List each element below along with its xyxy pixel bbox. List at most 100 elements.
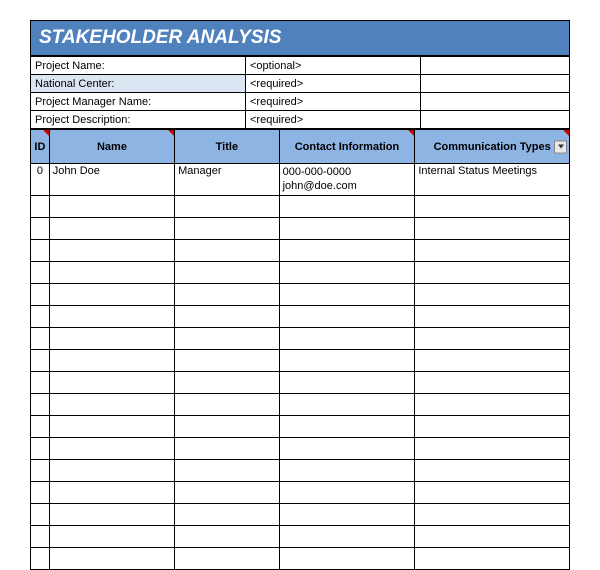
cell-empty[interactable] [415,371,570,393]
cell-empty[interactable] [31,239,50,261]
cell-empty[interactable] [279,261,415,283]
cell-name[interactable]: John Doe [49,164,174,196]
cell-empty[interactable] [415,239,570,261]
meta-value[interactable]: <required> [246,93,421,111]
cell-empty[interactable] [49,349,174,371]
cell-empty[interactable] [279,503,415,525]
cell-empty[interactable] [415,459,570,481]
column-header-comm[interactable]: Communication Types [415,130,570,164]
meta-extra[interactable] [421,93,570,111]
cell-empty[interactable] [49,481,174,503]
table-row[interactable] [31,415,570,437]
cell-empty[interactable] [49,459,174,481]
cell-empty[interactable] [279,327,415,349]
meta-value[interactable]: <required> [246,111,421,129]
cell-empty[interactable] [49,393,174,415]
table-row[interactable] [31,459,570,481]
cell-empty[interactable] [415,525,570,547]
cell-id[interactable]: 0 [31,164,50,196]
cell-empty[interactable] [31,393,50,415]
table-row[interactable] [31,305,570,327]
cell-empty[interactable] [31,217,50,239]
cell-empty[interactable] [279,371,415,393]
table-row[interactable] [31,327,570,349]
meta-value[interactable]: <optional> [246,57,421,75]
cell-empty[interactable] [175,305,279,327]
table-row[interactable] [31,371,570,393]
cell-empty[interactable] [175,217,279,239]
cell-empty[interactable] [415,481,570,503]
cell-empty[interactable] [279,283,415,305]
cell-empty[interactable] [279,437,415,459]
cell-empty[interactable] [415,327,570,349]
cell-empty[interactable] [415,393,570,415]
cell-empty[interactable] [279,547,415,569]
cell-empty[interactable] [279,459,415,481]
cell-empty[interactable] [415,217,570,239]
cell-empty[interactable] [175,437,279,459]
cell-empty[interactable] [415,503,570,525]
table-row[interactable] [31,547,570,569]
cell-empty[interactable] [31,503,50,525]
cell-empty[interactable] [175,261,279,283]
cell-empty[interactable] [49,261,174,283]
cell-empty[interactable] [49,239,174,261]
cell-empty[interactable] [31,481,50,503]
cell-empty[interactable] [415,305,570,327]
meta-extra[interactable] [421,111,570,129]
cell-empty[interactable] [175,349,279,371]
table-row[interactable] [31,503,570,525]
table-row[interactable] [31,393,570,415]
cell-empty[interactable] [279,525,415,547]
cell-empty[interactable] [49,305,174,327]
cell-communication[interactable]: Internal Status Meetings [415,164,570,196]
cell-empty[interactable] [279,481,415,503]
cell-empty[interactable] [415,195,570,217]
cell-empty[interactable] [31,415,50,437]
cell-empty[interactable] [31,305,50,327]
cell-empty[interactable] [279,195,415,217]
table-row[interactable] [31,525,570,547]
cell-empty[interactable] [31,371,50,393]
cell-empty[interactable] [31,525,50,547]
cell-empty[interactable] [415,349,570,371]
cell-empty[interactable] [279,415,415,437]
cell-contact[interactable]: 000-000-0000john@doe.com [279,164,415,196]
cell-empty[interactable] [49,503,174,525]
cell-empty[interactable] [175,371,279,393]
cell-empty[interactable] [175,415,279,437]
cell-empty[interactable] [279,239,415,261]
meta-extra[interactable] [421,57,570,75]
cell-empty[interactable] [415,415,570,437]
table-row[interactable] [31,481,570,503]
cell-title[interactable]: Manager [175,164,279,196]
cell-empty[interactable] [49,547,174,569]
meta-extra[interactable] [421,75,570,93]
cell-empty[interactable] [31,195,50,217]
cell-empty[interactable] [31,349,50,371]
cell-empty[interactable] [49,415,174,437]
cell-empty[interactable] [49,525,174,547]
table-row[interactable]: 0John DoeManager000-000-0000john@doe.com… [31,164,570,196]
cell-empty[interactable] [31,327,50,349]
cell-empty[interactable] [415,547,570,569]
cell-empty[interactable] [175,503,279,525]
meta-value[interactable]: <required> [246,75,421,93]
table-row[interactable] [31,437,570,459]
table-row[interactable] [31,283,570,305]
cell-empty[interactable] [31,437,50,459]
cell-empty[interactable] [279,305,415,327]
cell-empty[interactable] [175,327,279,349]
table-row[interactable] [31,217,570,239]
cell-empty[interactable] [175,459,279,481]
cell-empty[interactable] [175,283,279,305]
cell-empty[interactable] [49,327,174,349]
cell-empty[interactable] [279,217,415,239]
cell-empty[interactable] [31,459,50,481]
cell-empty[interactable] [175,239,279,261]
cell-empty[interactable] [175,481,279,503]
cell-empty[interactable] [415,283,570,305]
cell-empty[interactable] [415,261,570,283]
cell-empty[interactable] [49,195,174,217]
table-row[interactable] [31,195,570,217]
